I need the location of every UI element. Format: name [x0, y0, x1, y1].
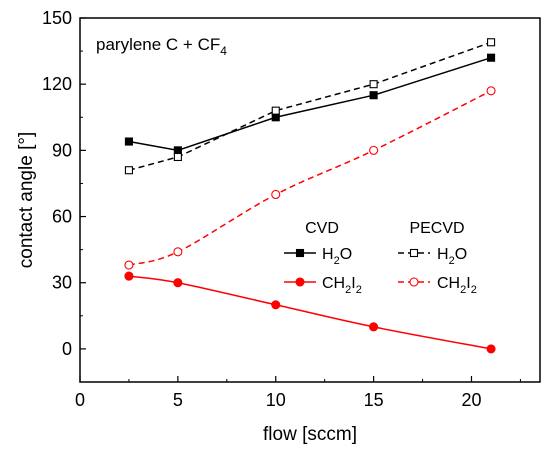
legend-label: H2O	[322, 246, 352, 267]
legend-marker	[295, 248, 305, 258]
legend-entry-pecvd-h2o: H2O	[398, 246, 467, 267]
data-point	[124, 166, 133, 175]
legend-label: H2O	[437, 246, 467, 267]
series-line	[128, 41, 492, 171]
series-layer	[124, 38, 496, 354]
x-tick-label: 20	[461, 390, 481, 410]
series-pecvd-ch2i2	[124, 86, 496, 270]
legend: CVD PECVD H2O CH2I2 H2O CH2I2	[284, 220, 477, 296]
series-line	[128, 56, 492, 152]
y-tick-label: 90	[52, 140, 72, 160]
legend-header-cvd: CVD	[305, 220, 339, 237]
x-tick-label: 10	[266, 390, 286, 410]
plot-frame	[79, 17, 541, 383]
series-cvd-ch2i2	[124, 271, 496, 354]
legend-label: CH2I2	[437, 275, 477, 296]
data-point	[369, 91, 378, 100]
data-point	[369, 145, 379, 155]
legend-label: CH2I2	[322, 275, 362, 296]
y-tick-label: 60	[52, 207, 72, 227]
data-point	[369, 80, 378, 89]
data-point	[173, 247, 183, 257]
data-point	[124, 260, 134, 270]
data-point	[487, 38, 496, 47]
data-point	[487, 53, 496, 62]
legend-marker	[409, 277, 419, 287]
y-tick-label: 150	[42, 8, 72, 28]
legend-entry-pecvd-ch2i2: CH2I2	[398, 275, 477, 296]
y-tick-label: 30	[52, 273, 72, 293]
data-point	[173, 152, 182, 162]
y-axis-label: contact angle [°]	[16, 132, 37, 268]
data-point	[271, 106, 280, 115]
data-point	[124, 271, 134, 281]
series-line	[128, 90, 492, 266]
data-point	[124, 137, 133, 146]
x-axis-label: flow [sccm]	[263, 424, 357, 445]
x-tick-label: 5	[173, 390, 183, 410]
chart-annotation: parylene C + CF4	[96, 35, 227, 58]
legend-marker	[295, 277, 305, 287]
y-tick-label: 0	[62, 339, 72, 359]
series-line	[128, 275, 492, 350]
data-point	[271, 300, 281, 310]
y-tick-label: 120	[42, 74, 72, 94]
series-cvd-h2o	[124, 53, 496, 155]
data-point	[271, 189, 281, 200]
legend-entry-cvd-ch2i2: CH2I2	[284, 275, 362, 296]
x-tick-label: 0	[75, 390, 85, 410]
legend-entry-cvd-h2o: H2O	[284, 246, 352, 267]
data-point	[173, 278, 183, 288]
data-point	[486, 344, 496, 354]
axis-ticks: 0 5 10 15 20 0 30 60 90 120 150	[42, 8, 521, 410]
series-pecvd-h2o	[124, 38, 496, 175]
data-point	[271, 113, 280, 122]
x-tick-label: 15	[364, 390, 384, 410]
data-point	[486, 86, 496, 96]
legend-header-pecvd: PECVD	[409, 220, 464, 237]
data-point	[173, 146, 182, 155]
legend-marker	[409, 248, 419, 258]
data-point	[369, 322, 379, 332]
